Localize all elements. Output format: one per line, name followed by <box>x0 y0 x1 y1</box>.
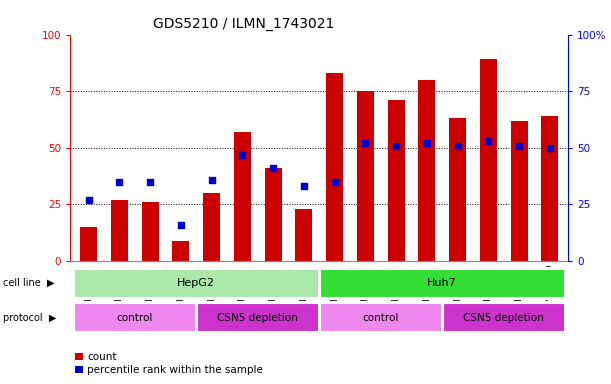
Point <box>238 152 247 158</box>
Point <box>268 165 278 171</box>
Text: cell line  ▶: cell line ▶ <box>3 278 54 288</box>
Bar <box>449 118 466 261</box>
Text: CSN5 depletion: CSN5 depletion <box>463 313 544 323</box>
Bar <box>172 241 189 261</box>
Bar <box>541 116 558 261</box>
Point <box>360 140 370 146</box>
Point <box>145 179 155 185</box>
Text: control: control <box>362 313 399 323</box>
Point <box>514 142 524 149</box>
Point <box>299 183 309 189</box>
Bar <box>511 121 527 261</box>
Text: Huh7: Huh7 <box>427 278 457 288</box>
Bar <box>197 303 318 333</box>
Bar <box>387 100 404 261</box>
Point <box>330 179 340 185</box>
Point <box>114 179 124 185</box>
Bar <box>265 168 282 261</box>
Bar <box>203 193 220 261</box>
Text: GDS5210 / ILMN_1743021: GDS5210 / ILMN_1743021 <box>153 17 334 31</box>
Bar <box>419 80 435 261</box>
Bar <box>111 200 128 261</box>
Bar <box>142 202 159 261</box>
Text: control: control <box>117 313 153 323</box>
Bar <box>234 132 251 261</box>
Bar <box>80 227 97 261</box>
Point <box>391 142 401 149</box>
Text: CSN5 depletion: CSN5 depletion <box>218 313 298 323</box>
Bar <box>326 73 343 261</box>
Point <box>176 222 186 228</box>
Text: HepG2: HepG2 <box>177 278 215 288</box>
Bar <box>357 91 374 261</box>
Bar <box>480 60 497 261</box>
Point <box>422 140 432 146</box>
Bar <box>320 303 442 333</box>
Text: protocol  ▶: protocol ▶ <box>3 313 56 323</box>
Point <box>207 177 216 183</box>
Point <box>483 138 493 144</box>
Point <box>545 145 555 151</box>
Bar <box>74 303 196 333</box>
Legend: count, percentile rank within the sample: count, percentile rank within the sample <box>76 352 263 375</box>
Point <box>84 197 93 203</box>
Bar <box>74 268 318 298</box>
Point <box>453 142 463 149</box>
Bar <box>320 268 565 298</box>
Bar <box>296 209 312 261</box>
Bar <box>443 303 565 333</box>
